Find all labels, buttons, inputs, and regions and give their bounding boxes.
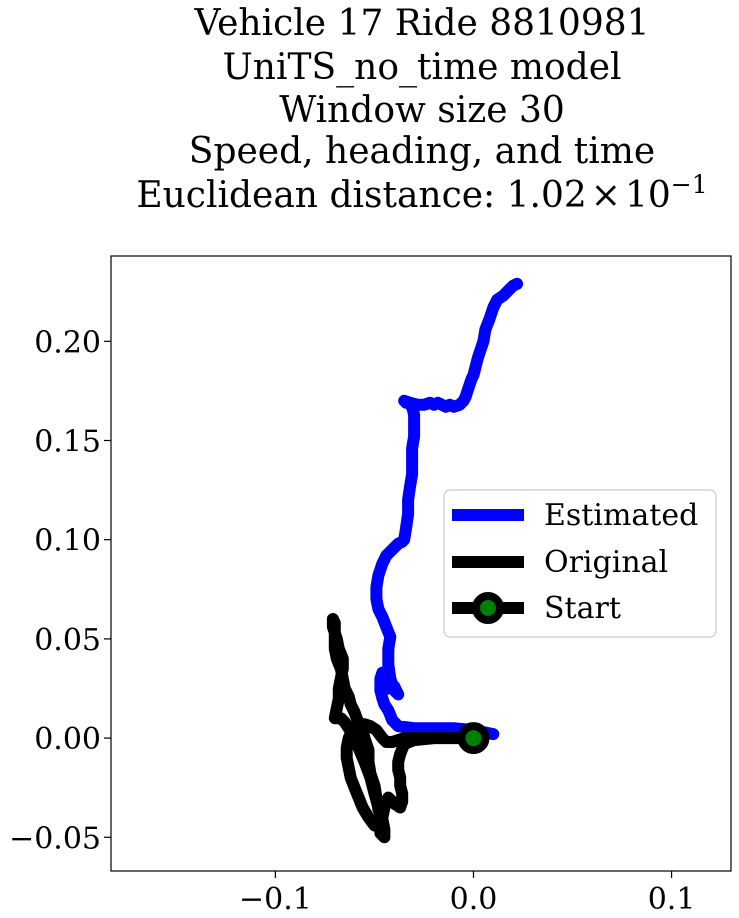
- series-line-estimated: [370, 277, 524, 741]
- start-layer: [457, 722, 490, 755]
- plot-frame: [110, 255, 732, 872]
- series-layer: [326, 277, 524, 844]
- title-line-2: UniTS_no_time model: [222, 47, 621, 88]
- x-axis: −0.1 0.0 0.1: [239, 871, 695, 917]
- title-line-1: Vehicle 17 Ride 8810981: [193, 3, 649, 44]
- metric-base: 10: [625, 175, 671, 216]
- series-line-original: [326, 613, 480, 844]
- legend-label-start: Start: [544, 591, 621, 626]
- x-tick-label: 0.0: [450, 882, 498, 917]
- legend-marker-start: [472, 592, 504, 624]
- chart-title: Vehicle 17 Ride 8810981 UniTS_no_time mo…: [136, 3, 707, 216]
- metric-prefix: Euclidean distance: 1.02: [136, 175, 586, 216]
- legend-label-original: Original: [544, 545, 668, 580]
- title-line-4: Speed, heading, and time: [189, 131, 655, 172]
- y-tick-label: 0.15: [34, 425, 101, 460]
- y-axis: −0.05 0.00 0.05 0.10 0.15 0.20: [9, 325, 111, 856]
- y-tick-label: 0.00: [34, 722, 101, 757]
- x-tick-label: −0.1: [239, 882, 312, 917]
- metric-times: ×: [591, 175, 621, 216]
- metric-exponent: −1: [671, 170, 708, 199]
- y-tick-label: 0.20: [34, 325, 101, 360]
- title-line-3: Window size 30: [279, 90, 565, 131]
- start-point-marker: [457, 722, 490, 755]
- y-tick-label: 0.05: [34, 623, 101, 658]
- x-tick-label: 0.1: [648, 882, 696, 917]
- title-line-5-metric: Euclidean distance: 1.02 × 10−1: [136, 170, 707, 216]
- y-tick-label: 0.10: [34, 524, 101, 559]
- y-tick-label: −0.05: [9, 821, 101, 856]
- legend-label-estimated: Estimated: [544, 498, 698, 533]
- legend: Estimated Original Start: [443, 489, 717, 638]
- legend-frame: [443, 489, 717, 638]
